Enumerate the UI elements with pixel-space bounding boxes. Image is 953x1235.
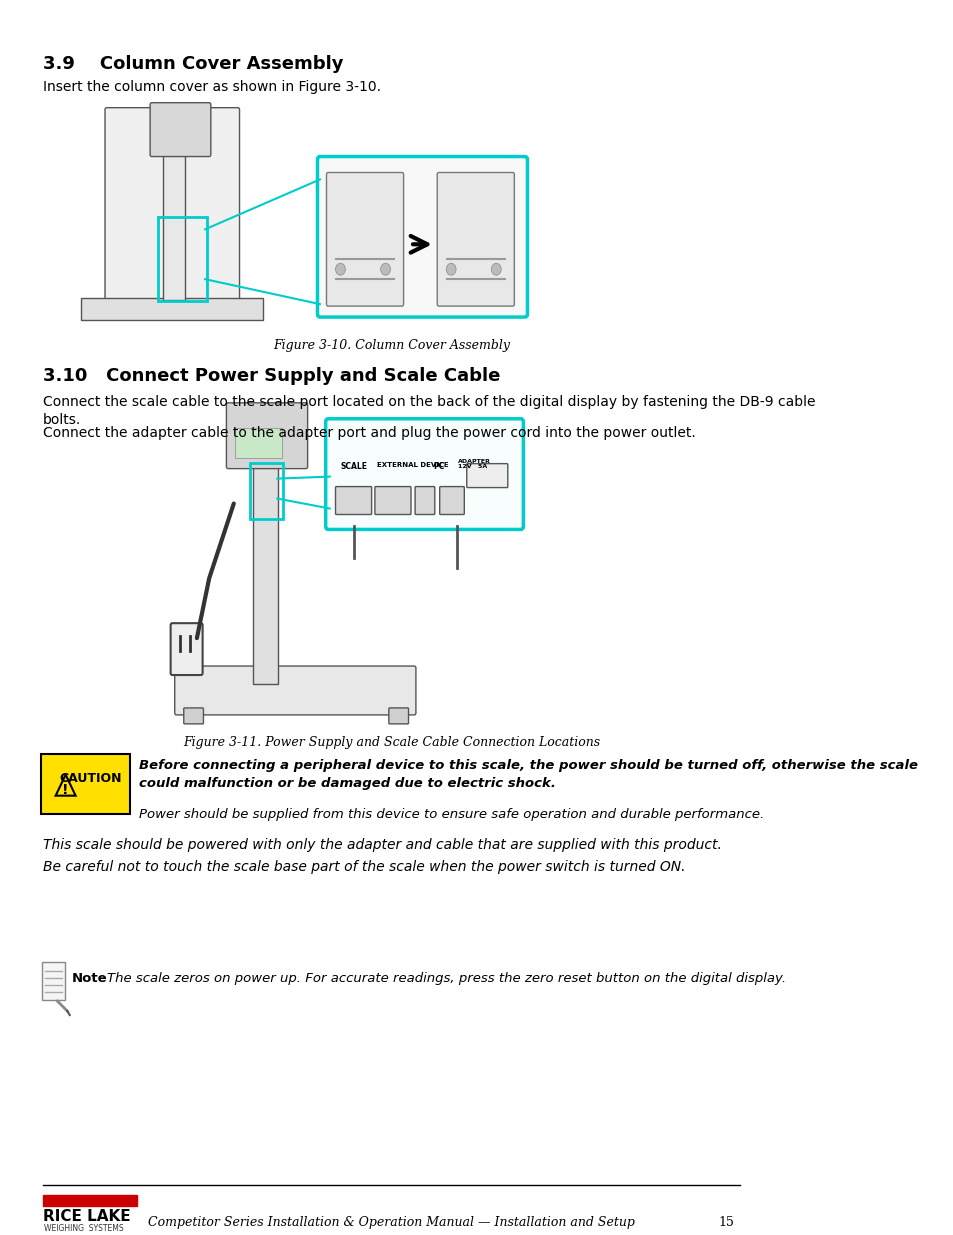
Circle shape bbox=[380, 263, 390, 275]
Text: EXTERNAL DEVICE: EXTERNAL DEVICE bbox=[377, 462, 449, 468]
Text: This scale should be powered with only the adapter and cable that are supplied w: This scale should be powered with only t… bbox=[43, 837, 720, 852]
FancyBboxPatch shape bbox=[226, 403, 307, 468]
Text: !: ! bbox=[62, 783, 69, 797]
Circle shape bbox=[335, 263, 345, 275]
FancyBboxPatch shape bbox=[184, 708, 203, 724]
FancyBboxPatch shape bbox=[466, 463, 507, 488]
Text: CAUTION: CAUTION bbox=[59, 772, 121, 785]
FancyBboxPatch shape bbox=[375, 487, 411, 515]
Text: Before connecting a peripheral device to this scale, the power should be turned : Before connecting a peripheral device to… bbox=[139, 758, 918, 789]
FancyBboxPatch shape bbox=[163, 143, 185, 300]
FancyBboxPatch shape bbox=[105, 107, 239, 311]
Text: ADAPTER
12V   5A: ADAPTER 12V 5A bbox=[457, 458, 490, 469]
FancyBboxPatch shape bbox=[317, 157, 527, 317]
FancyBboxPatch shape bbox=[389, 708, 408, 724]
Text: Be careful not to touch the scale base part of the scale when the power switch i: Be careful not to touch the scale base p… bbox=[43, 861, 684, 874]
FancyBboxPatch shape bbox=[81, 298, 263, 320]
FancyBboxPatch shape bbox=[439, 487, 464, 515]
FancyBboxPatch shape bbox=[171, 624, 202, 676]
FancyBboxPatch shape bbox=[326, 173, 403, 306]
Text: PC: PC bbox=[433, 462, 444, 471]
Text: RICE LAKE: RICE LAKE bbox=[43, 1209, 131, 1224]
Polygon shape bbox=[55, 774, 75, 795]
FancyBboxPatch shape bbox=[325, 419, 523, 530]
Text: Insert the column cover as shown in Figure 3-10.: Insert the column cover as shown in Figu… bbox=[43, 80, 380, 94]
Text: 3.10   Connect Power Supply and Scale Cable: 3.10 Connect Power Supply and Scale Cabl… bbox=[43, 367, 499, 385]
Text: The scale zeros on power up. For accurate readings, press the zero reset button : The scale zeros on power up. For accurat… bbox=[107, 972, 785, 986]
Text: Note: Note bbox=[72, 972, 108, 986]
Text: Figure 3-10. Column Cover Assembly: Figure 3-10. Column Cover Assembly bbox=[273, 338, 509, 352]
Text: SCALE: SCALE bbox=[340, 462, 367, 471]
Text: Connect the scale cable to the scale port located on the back of the digital dis: Connect the scale cable to the scale por… bbox=[43, 395, 814, 427]
FancyBboxPatch shape bbox=[42, 962, 65, 1000]
FancyBboxPatch shape bbox=[150, 103, 211, 157]
Text: Competitor Series Installation & Operation Manual — Installation and Setup: Competitor Series Installation & Operati… bbox=[148, 1216, 634, 1229]
FancyBboxPatch shape bbox=[253, 458, 278, 684]
Text: Figure 3-11. Power Supply and Scale Cable Connection Locations: Figure 3-11. Power Supply and Scale Cabl… bbox=[183, 736, 599, 748]
Text: Connect the adapter cable to the adapter port and plug the power cord into the p: Connect the adapter cable to the adapter… bbox=[43, 426, 695, 440]
Text: Power should be supplied from this device to ensure safe operation and durable p: Power should be supplied from this devic… bbox=[139, 808, 764, 820]
Circle shape bbox=[491, 263, 500, 275]
Text: 15: 15 bbox=[718, 1216, 734, 1229]
FancyBboxPatch shape bbox=[415, 487, 435, 515]
Circle shape bbox=[446, 263, 456, 275]
Text: 3.9    Column Cover Assembly: 3.9 Column Cover Assembly bbox=[43, 54, 343, 73]
FancyBboxPatch shape bbox=[235, 427, 282, 458]
FancyBboxPatch shape bbox=[174, 666, 416, 715]
Bar bbox=[43, 1195, 137, 1207]
Text: WEIGHING  SYSTEMS: WEIGHING SYSTEMS bbox=[44, 1224, 124, 1234]
FancyBboxPatch shape bbox=[335, 487, 372, 515]
FancyBboxPatch shape bbox=[41, 753, 131, 814]
FancyBboxPatch shape bbox=[436, 173, 514, 306]
